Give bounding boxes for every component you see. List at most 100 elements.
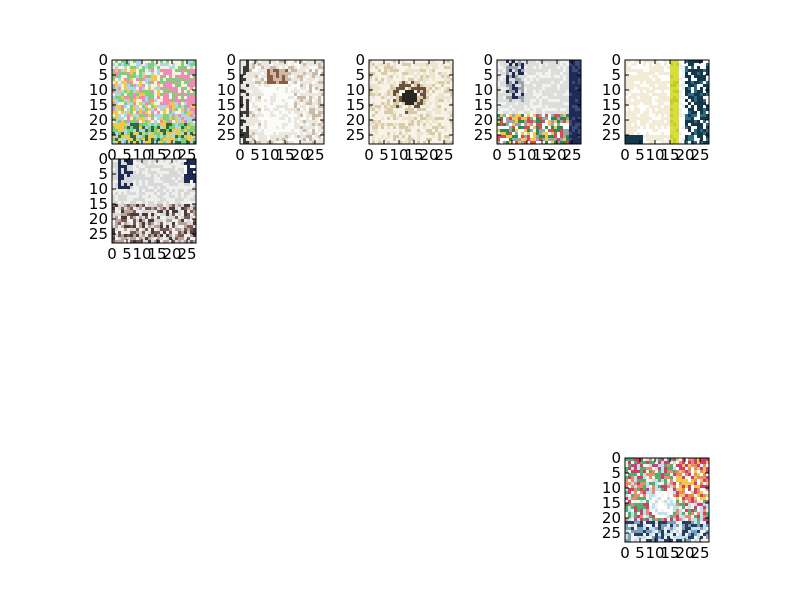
image-pixel bbox=[679, 111, 683, 115]
image-pixel bbox=[643, 78, 647, 82]
image-pixel bbox=[315, 69, 319, 73]
image-pixel bbox=[405, 99, 409, 103]
image-pixel bbox=[172, 207, 176, 211]
image-pixel bbox=[393, 114, 397, 118]
image-pixel bbox=[545, 135, 549, 139]
image-pixel bbox=[655, 72, 659, 76]
image-pixel bbox=[628, 135, 632, 139]
image-pixel bbox=[551, 108, 555, 112]
image-pixel bbox=[381, 78, 385, 82]
image-pixel bbox=[249, 111, 253, 115]
image-pixel bbox=[178, 189, 182, 193]
image-pixel bbox=[142, 105, 146, 109]
image-pixel bbox=[315, 81, 319, 85]
image-pixel bbox=[309, 126, 313, 130]
image-pixel bbox=[625, 93, 629, 97]
image-pixel bbox=[246, 96, 250, 100]
image-pixel bbox=[124, 189, 128, 193]
image-pixel bbox=[300, 135, 304, 139]
image-pixel bbox=[190, 231, 194, 235]
image-pixel bbox=[557, 93, 561, 97]
image-pixel bbox=[512, 90, 516, 94]
image-pixel bbox=[142, 222, 146, 226]
image-pixel bbox=[169, 192, 173, 196]
x-tick-label: 5 bbox=[122, 245, 132, 263]
image-pixel bbox=[441, 72, 445, 76]
image-pixel bbox=[187, 96, 191, 100]
image-pixel bbox=[133, 141, 137, 145]
image-pixel bbox=[282, 87, 286, 91]
image-pixel bbox=[190, 183, 194, 187]
image-pixel bbox=[426, 126, 430, 130]
image-pixel bbox=[575, 78, 579, 82]
image-pixel bbox=[432, 63, 436, 67]
image-pixel bbox=[631, 464, 635, 468]
image-pixel bbox=[667, 84, 671, 88]
image-pixel bbox=[548, 123, 552, 127]
image-pixel bbox=[399, 129, 403, 133]
image-pixel bbox=[500, 123, 504, 127]
image-pixel bbox=[658, 96, 662, 100]
image-pixel bbox=[148, 162, 152, 166]
image-pixel bbox=[145, 105, 149, 109]
image-pixel bbox=[399, 120, 403, 124]
image-pixel bbox=[387, 135, 391, 139]
image-pixel bbox=[306, 66, 310, 70]
image-pixel bbox=[184, 189, 188, 193]
image-pixel bbox=[539, 99, 543, 103]
image-pixel bbox=[318, 117, 322, 121]
image-pixel bbox=[142, 174, 146, 178]
image-pixel bbox=[554, 123, 558, 127]
image-pixel bbox=[303, 87, 307, 91]
image-pixel bbox=[184, 201, 188, 205]
image-pixel bbox=[181, 228, 185, 232]
image-pixel bbox=[151, 201, 155, 205]
image-pixel bbox=[664, 120, 668, 124]
image-pixel bbox=[378, 105, 382, 109]
image-pixel bbox=[142, 189, 146, 193]
image-pixel bbox=[637, 81, 641, 85]
image-pixel bbox=[166, 120, 170, 124]
image-pixel bbox=[187, 132, 191, 136]
image-pixel bbox=[160, 183, 164, 187]
image-pixel bbox=[246, 84, 250, 88]
image-pixel bbox=[163, 180, 167, 184]
image-pixel bbox=[172, 102, 176, 106]
image-pixel bbox=[429, 63, 433, 67]
image-pixel bbox=[566, 132, 570, 136]
image-pixel bbox=[643, 63, 647, 67]
image-pixel bbox=[136, 129, 140, 133]
image-pixel bbox=[136, 237, 140, 241]
image-pixel bbox=[551, 117, 555, 121]
image-pixel bbox=[309, 63, 313, 67]
image-pixel bbox=[432, 93, 436, 97]
image-pixel bbox=[652, 138, 656, 142]
image-pixel bbox=[172, 66, 176, 70]
image-pixel bbox=[166, 159, 170, 163]
image-pixel bbox=[542, 120, 546, 124]
image-pixel bbox=[649, 66, 653, 70]
image-pixel bbox=[193, 240, 197, 244]
image-pixel bbox=[658, 87, 662, 91]
image-pixel bbox=[258, 96, 262, 100]
image-pixel bbox=[652, 99, 656, 103]
image-pixel bbox=[640, 126, 644, 130]
image-pixel bbox=[249, 138, 253, 142]
image-pixel bbox=[387, 111, 391, 115]
image-pixel bbox=[524, 123, 528, 127]
image-pixel bbox=[444, 117, 448, 121]
image-pixel bbox=[667, 461, 671, 465]
image-pixel bbox=[127, 81, 131, 85]
image-pixel bbox=[288, 72, 292, 76]
image-pixel bbox=[640, 60, 644, 64]
image-pixel bbox=[569, 90, 573, 94]
image-pixel bbox=[163, 228, 167, 232]
image-pixel bbox=[172, 69, 176, 73]
image-pixel bbox=[184, 84, 188, 88]
image-pixel bbox=[306, 123, 310, 127]
image-pixel bbox=[130, 72, 134, 76]
image-pixel bbox=[154, 96, 158, 100]
image-pixel bbox=[667, 117, 671, 121]
image-pixel bbox=[658, 111, 662, 115]
image-pixel bbox=[145, 90, 149, 94]
